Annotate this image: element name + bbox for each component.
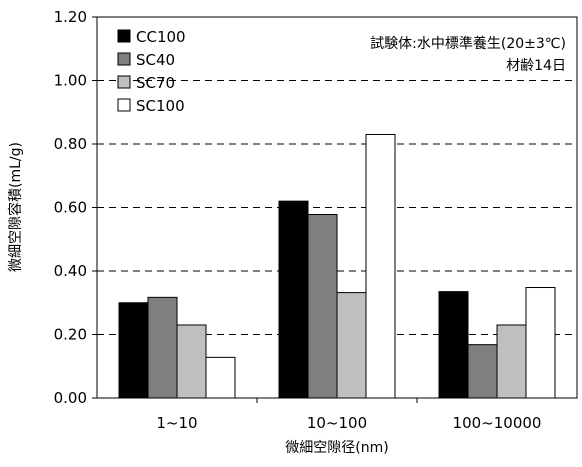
annotation-line-1: 試験体:水中標準養生(20±3℃) — [370, 35, 566, 52]
legend-label-sc70: SC70 — [136, 74, 175, 92]
bar-cc100-1 — [118, 302, 149, 399]
bar-sc40-3 — [467, 344, 498, 399]
y-axis: 0.00 0.20 0.40 0.60 0.80 1.00 1.20 — [54, 8, 97, 407]
x-axis: 1~10 10~100 100~10000 — [156, 398, 541, 432]
y-tick-label: 1.20 — [54, 8, 87, 26]
legend-swatch-sc100 — [117, 98, 131, 112]
bar-sc40-1 — [147, 296, 178, 399]
legend-label-cc100: CC100 — [136, 28, 186, 46]
y-axis-title: 微細空隙容積(mL/g) — [7, 142, 24, 272]
x-axis-title: 微細空隙径(nm) — [285, 440, 388, 456]
y-tick-label: 0.00 — [54, 389, 87, 407]
bar-sc70-1 — [176, 324, 207, 399]
bar-sc40-2 — [307, 213, 338, 399]
x-category-label: 1~10 — [156, 414, 197, 432]
y-tick-label: 0.80 — [54, 135, 87, 153]
x-category-label: 10~100 — [307, 414, 367, 432]
x-category-label: 100~10000 — [453, 414, 542, 432]
bar-sc100-3 — [525, 287, 556, 399]
y-tick-label: 0.60 — [54, 199, 87, 217]
bar-sc100-1 — [205, 356, 236, 399]
legend: CC100 SC40 SC70 SC100 — [117, 28, 186, 115]
bars — [118, 133, 556, 399]
annotation-line-2: 材齢14日 — [506, 58, 566, 74]
y-tick-label: 0.40 — [54, 262, 87, 280]
bar-sc100-2 — [365, 133, 396, 399]
legend-label-sc100: SC100 — [136, 97, 185, 115]
bar-sc70-3 — [496, 324, 527, 399]
bar-cc100-3 — [438, 291, 469, 399]
legend-swatch-sc40 — [117, 52, 131, 66]
legend-swatch-cc100 — [117, 29, 131, 43]
bar-cc100-2 — [278, 200, 309, 399]
bar-sc70-2 — [336, 292, 367, 399]
legend-label-sc40: SC40 — [136, 51, 175, 69]
y-tick-label: 1.00 — [54, 72, 87, 90]
legend-swatch-sc70 — [117, 75, 131, 89]
y-tick-label: 0.20 — [54, 326, 87, 344]
